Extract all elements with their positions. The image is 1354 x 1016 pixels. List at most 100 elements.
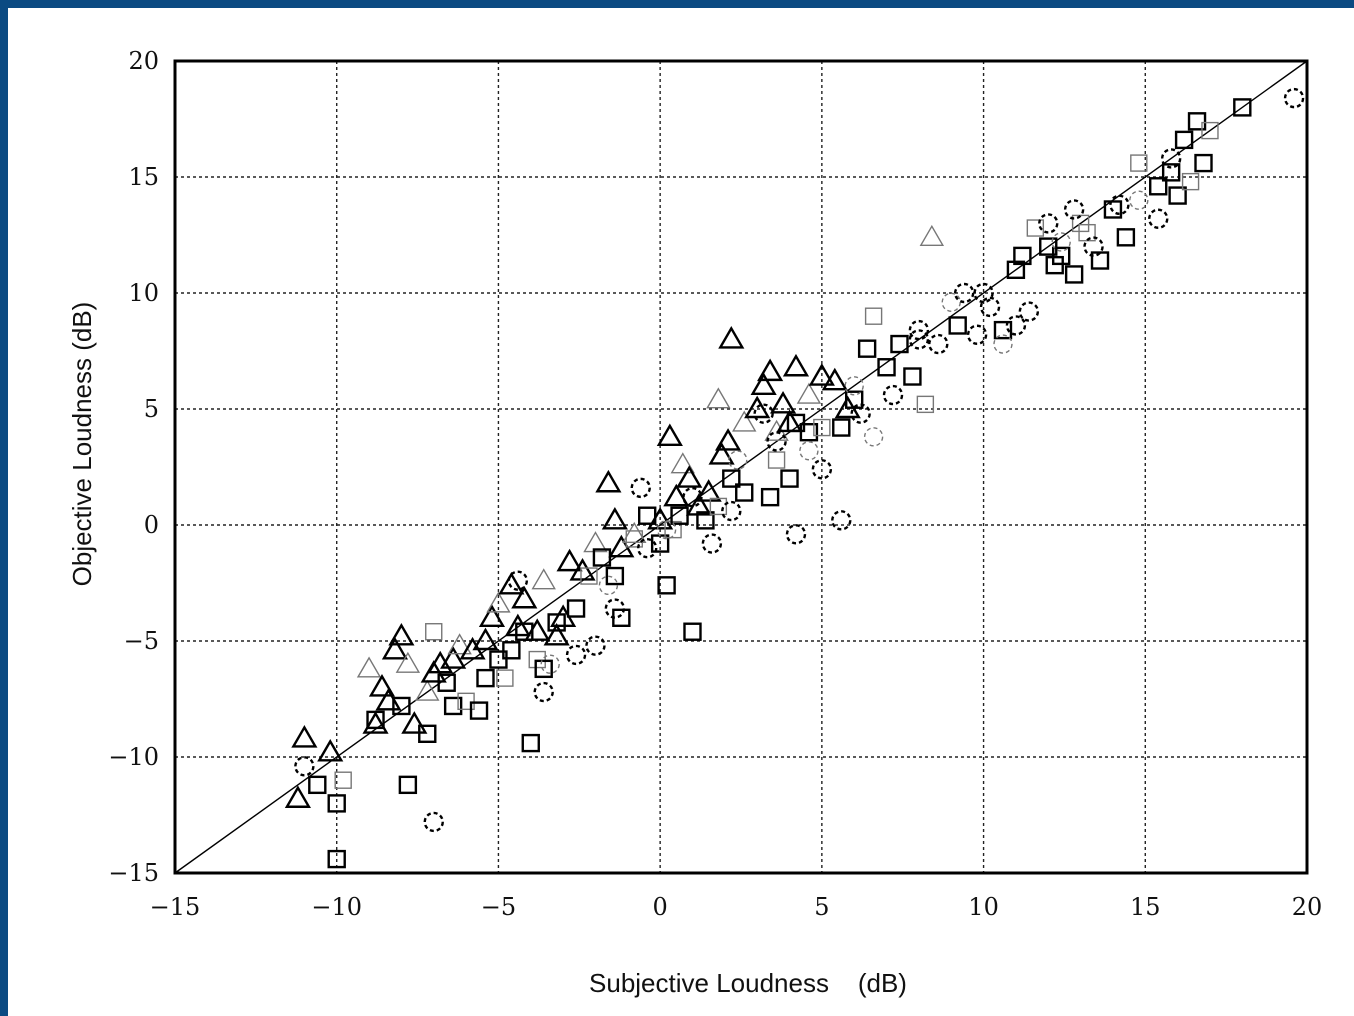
x-tick-label: −5 bbox=[481, 893, 516, 921]
square-marker bbox=[1174, 130, 1194, 150]
circle-marker bbox=[1129, 190, 1149, 210]
square-marker bbox=[1006, 260, 1026, 280]
triangle-marker bbox=[796, 382, 822, 404]
square-marker bbox=[457, 692, 475, 711]
square-marker bbox=[489, 650, 508, 669]
square-marker bbox=[308, 775, 327, 795]
square-marker bbox=[993, 320, 1013, 340]
circle-marker bbox=[565, 644, 587, 666]
square-marker bbox=[948, 316, 967, 335]
triangle-marker bbox=[706, 387, 731, 409]
circle-marker bbox=[1160, 148, 1182, 169]
triangle-marker bbox=[375, 687, 402, 711]
square-marker bbox=[799, 423, 819, 442]
circle-marker bbox=[637, 538, 658, 559]
triangle-marker bbox=[486, 591, 511, 613]
square-marker bbox=[1201, 121, 1219, 140]
triangle-marker bbox=[362, 711, 389, 734]
x-axis-title: Subjective Loudness (dB) bbox=[589, 968, 907, 998]
triangle-marker bbox=[685, 493, 713, 516]
square-marker bbox=[709, 497, 728, 516]
triangle-marker bbox=[595, 469, 622, 493]
scatter-chart: −15 −10 −5 0 5 10 15 20 −15 −10 −5 0 5 10 15 20 Subjec… bbox=[67, 47, 1323, 998]
square-marker bbox=[890, 334, 909, 354]
square-marker bbox=[877, 358, 896, 377]
triangle-marker bbox=[368, 674, 396, 697]
circle-marker bbox=[863, 427, 884, 447]
triangle-marker bbox=[447, 633, 472, 655]
triangle-marker bbox=[670, 452, 695, 474]
triangle-marker bbox=[757, 358, 784, 382]
square-marker bbox=[664, 520, 682, 539]
circle-marker bbox=[604, 598, 626, 619]
triangle-marker bbox=[511, 585, 538, 609]
square-marker bbox=[1051, 246, 1071, 266]
triangle-marker bbox=[415, 679, 440, 701]
triangle-marker bbox=[317, 738, 344, 762]
circle-marker bbox=[973, 282, 994, 304]
square-marker bbox=[786, 413, 806, 433]
triangle-marker bbox=[663, 483, 690, 507]
slide: −15 −10 −5 0 5 10 15 20 −15 −10 −5 0 5 10 15 20 Subjec… bbox=[8, 8, 1354, 1016]
triangle-marker bbox=[919, 224, 945, 247]
y-tick-label: 0 bbox=[144, 511, 159, 539]
circle-marker bbox=[1038, 213, 1059, 234]
square-marker bbox=[502, 641, 521, 660]
y-tick-label: 10 bbox=[128, 279, 159, 307]
square-marker bbox=[832, 418, 851, 437]
square-marker bbox=[469, 701, 489, 720]
triangle-marker bbox=[472, 627, 499, 651]
triangle-marker bbox=[601, 506, 628, 530]
square-marker bbox=[780, 469, 799, 488]
circle-marker bbox=[1063, 199, 1085, 220]
circle-marker bbox=[533, 681, 554, 703]
square-marker bbox=[683, 622, 702, 641]
square-marker bbox=[327, 849, 346, 869]
circle-marker bbox=[908, 329, 930, 350]
triangle-marker bbox=[695, 479, 722, 502]
square-marker bbox=[528, 650, 546, 669]
circle-marker bbox=[540, 654, 560, 674]
circle-marker bbox=[585, 635, 606, 656]
square-marker bbox=[566, 599, 586, 618]
y-tick-label: 15 bbox=[128, 163, 159, 191]
square-marker bbox=[638, 506, 657, 525]
triangle-marker bbox=[782, 353, 810, 377]
square-marker bbox=[1116, 228, 1136, 247]
circle-marker bbox=[656, 519, 677, 540]
triangle-marker bbox=[291, 725, 318, 748]
x-tick-label: 10 bbox=[968, 893, 999, 921]
square-marker bbox=[1161, 163, 1181, 182]
circle-marker bbox=[811, 459, 833, 480]
square-marker bbox=[1103, 200, 1123, 219]
circle-marker bbox=[1051, 232, 1071, 252]
y-tick-labels: −15 −10 −5 0 5 10 15 20 bbox=[108, 47, 159, 887]
x-tick-label: 20 bbox=[1292, 893, 1323, 921]
circle-marker bbox=[799, 441, 819, 461]
circle-marker bbox=[850, 403, 871, 424]
square-marker bbox=[670, 506, 689, 525]
triangle-marker bbox=[440, 646, 467, 669]
square-marker bbox=[398, 775, 418, 795]
circle-marker bbox=[928, 333, 949, 355]
reference-line-layer bbox=[174, 60, 1308, 874]
circle-marker bbox=[598, 575, 619, 596]
square-marker bbox=[625, 530, 643, 548]
circle-marker bbox=[728, 450, 748, 470]
square-marker bbox=[1064, 265, 1084, 284]
square-marker bbox=[903, 367, 922, 386]
y-tick-label: −15 bbox=[108, 859, 159, 887]
triangle-marker bbox=[381, 636, 409, 660]
square-marker bbox=[1078, 223, 1096, 242]
square-marker bbox=[327, 794, 346, 813]
square-marker bbox=[443, 696, 463, 716]
square-marker bbox=[1013, 246, 1032, 266]
triangle-marker bbox=[478, 604, 506, 627]
x-tick-label: 5 bbox=[814, 893, 829, 921]
x-tick-labels: −15 −10 −5 0 5 10 15 20 bbox=[150, 893, 1323, 921]
reference-line bbox=[174, 60, 1308, 874]
square-marker bbox=[1026, 219, 1045, 237]
circle-marker bbox=[1109, 194, 1130, 216]
circle-marker bbox=[766, 431, 787, 452]
circle-marker bbox=[630, 477, 651, 499]
